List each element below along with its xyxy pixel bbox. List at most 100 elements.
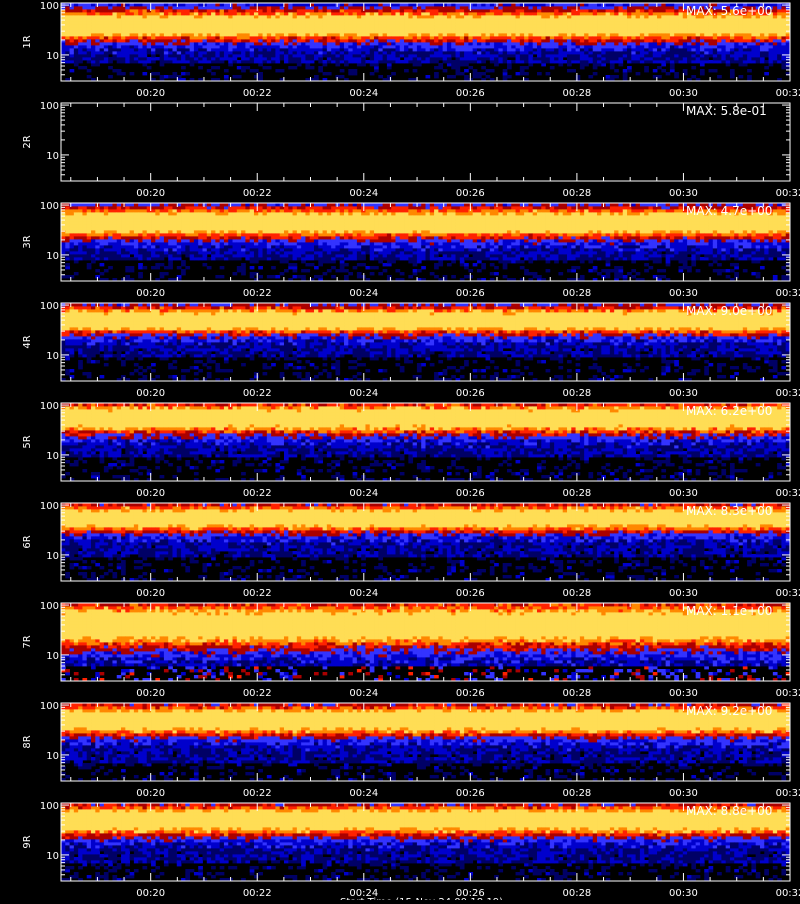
heatmap-cell bbox=[168, 230, 173, 233]
heatmap-cell bbox=[164, 272, 169, 275]
heatmap-cell bbox=[207, 69, 212, 72]
heatmap-cell bbox=[739, 63, 744, 66]
heatmap-cell bbox=[70, 248, 75, 251]
heatmap-cell bbox=[404, 57, 409, 60]
heatmap-cell bbox=[108, 239, 113, 242]
heatmap-cell bbox=[275, 227, 280, 230]
heatmap-cell bbox=[314, 42, 319, 45]
heatmap-cell bbox=[241, 221, 246, 224]
heatmap-cell bbox=[610, 63, 615, 66]
heatmap-cell bbox=[353, 15, 358, 18]
heatmap-cell bbox=[709, 33, 714, 36]
heatmap-cell bbox=[597, 42, 602, 45]
heatmap-cell bbox=[443, 21, 448, 24]
heatmap-cell bbox=[683, 42, 688, 45]
heatmap-cell bbox=[494, 63, 499, 66]
heatmap-cell bbox=[65, 215, 70, 218]
heatmap-cell bbox=[400, 45, 405, 48]
heatmap-cell bbox=[756, 18, 761, 21]
heatmap-cell bbox=[95, 233, 100, 236]
heatmap-cell bbox=[696, 54, 701, 57]
heatmap-cell bbox=[228, 212, 233, 215]
heatmap-cell bbox=[65, 6, 70, 9]
heatmap-cell bbox=[233, 248, 238, 251]
heatmap-cell bbox=[430, 33, 435, 36]
heatmap-cell bbox=[550, 66, 555, 69]
heatmap-cell bbox=[447, 75, 452, 78]
heatmap-cell bbox=[648, 6, 653, 9]
heatmap-cell bbox=[473, 51, 478, 54]
heatmap-cell bbox=[78, 224, 83, 227]
heatmap-cell bbox=[764, 54, 769, 57]
heatmap-cell bbox=[203, 57, 208, 60]
heatmap-cell bbox=[194, 3, 199, 6]
heatmap-cell bbox=[314, 45, 319, 48]
heatmap-cell bbox=[78, 42, 83, 45]
heatmap-cell bbox=[747, 27, 752, 30]
heatmap-cell bbox=[297, 233, 302, 236]
heatmap-cell bbox=[301, 251, 306, 254]
heatmap-cell bbox=[391, 12, 396, 15]
heatmap-cell bbox=[391, 3, 396, 6]
heatmap-cell bbox=[460, 60, 465, 63]
heatmap-cell bbox=[430, 42, 435, 45]
heatmap-cell bbox=[576, 54, 581, 57]
heatmap-cell bbox=[108, 33, 113, 36]
heatmap-cell bbox=[726, 60, 731, 63]
heatmap-cell bbox=[528, 48, 533, 51]
heatmap-cell bbox=[456, 6, 461, 9]
heatmap-cell bbox=[190, 21, 195, 24]
heatmap-cell bbox=[198, 42, 203, 45]
heatmap-cell bbox=[301, 18, 306, 21]
heatmap-cell bbox=[644, 27, 649, 30]
heatmap-cell bbox=[177, 42, 182, 45]
heatmap-cell bbox=[258, 57, 263, 60]
heatmap-cell bbox=[181, 48, 186, 51]
heatmap-cell bbox=[117, 251, 122, 254]
heatmap-cell bbox=[340, 51, 345, 54]
heatmap-cell bbox=[241, 227, 246, 230]
heatmap-cell bbox=[413, 57, 418, 60]
heatmap-cell bbox=[194, 51, 199, 54]
heatmap-cell bbox=[683, 33, 688, 36]
heatmap-cell bbox=[151, 60, 156, 63]
heatmap-cell bbox=[74, 18, 79, 21]
heatmap-cell bbox=[636, 48, 641, 51]
heatmap-cell bbox=[713, 39, 718, 42]
heatmap-cell bbox=[456, 66, 461, 69]
heatmap-cell bbox=[683, 60, 688, 63]
heatmap-cell bbox=[134, 51, 139, 54]
heatmap-cell bbox=[108, 51, 113, 54]
heatmap-cell bbox=[464, 57, 469, 60]
heatmap-cell bbox=[87, 9, 92, 12]
heatmap-cell bbox=[82, 203, 87, 206]
heatmap-cell bbox=[438, 39, 443, 42]
heatmap-cell bbox=[777, 6, 782, 9]
heatmap-cell bbox=[160, 230, 165, 233]
heatmap-cell bbox=[417, 15, 422, 18]
heatmap-cell bbox=[751, 24, 756, 27]
heatmap-cell bbox=[395, 9, 400, 12]
heatmap-cell bbox=[190, 203, 195, 206]
heatmap-cell bbox=[494, 12, 499, 15]
heatmap-cell bbox=[524, 30, 529, 33]
heatmap-cell bbox=[348, 33, 353, 36]
heatmap-cell bbox=[130, 245, 135, 248]
heatmap-cell bbox=[490, 60, 495, 63]
heatmap-cell bbox=[172, 248, 177, 251]
heatmap-cell bbox=[344, 9, 349, 12]
heatmap-cell bbox=[155, 233, 160, 236]
heatmap-cell bbox=[125, 221, 130, 224]
heatmap-cell bbox=[601, 57, 606, 60]
heatmap-cell bbox=[430, 60, 435, 63]
heatmap-cell bbox=[297, 242, 302, 245]
heatmap-cell bbox=[395, 39, 400, 42]
heatmap-cell bbox=[108, 3, 113, 6]
heatmap-cell bbox=[679, 27, 684, 30]
heatmap-cell bbox=[271, 18, 276, 21]
heatmap-cell bbox=[421, 21, 426, 24]
heatmap-cell bbox=[288, 66, 293, 69]
heatmap-cell bbox=[516, 57, 521, 60]
heatmap-cell bbox=[644, 48, 649, 51]
heatmap-cell bbox=[142, 227, 147, 230]
